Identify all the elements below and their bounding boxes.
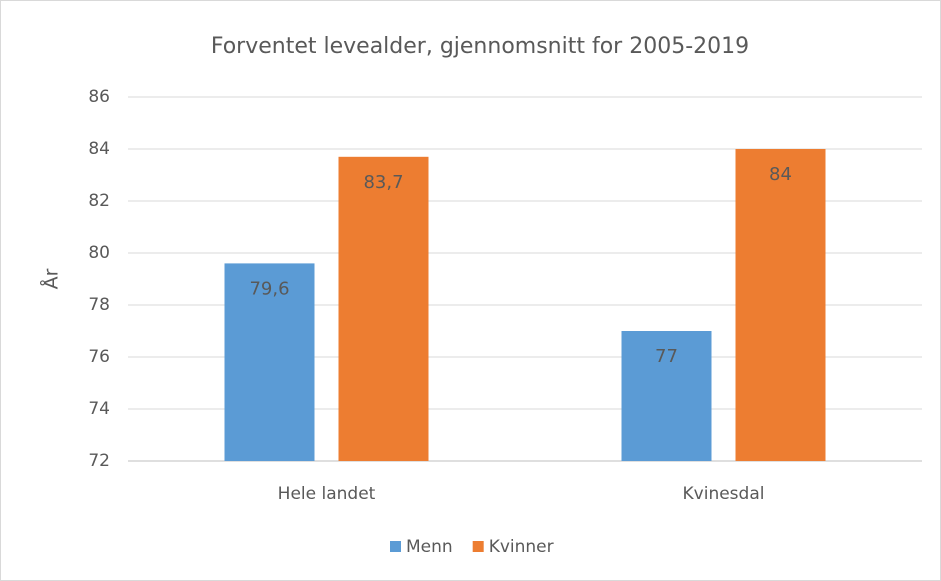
y-tick-label: 82 — [88, 191, 110, 211]
y-tick-label: 76 — [88, 347, 110, 367]
y-axis-label: År — [40, 268, 63, 289]
data-label: 83,7 — [363, 172, 403, 193]
bar — [735, 149, 826, 461]
y-tick-label: 74 — [88, 399, 110, 419]
data-label: 79,6 — [249, 278, 289, 299]
data-label: 77 — [655, 346, 678, 367]
x-tick-label: Hele landet — [278, 484, 376, 504]
bar — [338, 156, 429, 462]
bar — [621, 331, 712, 461]
x-tick-label: Kvinesdal — [683, 484, 765, 504]
y-tick-label: 78 — [88, 295, 110, 315]
y-tick-label: 80 — [88, 243, 110, 263]
bar — [224, 263, 315, 461]
y-tick-label: 72 — [88, 451, 110, 471]
legend-label: Menn — [406, 537, 453, 557]
y-tick-label: 84 — [88, 139, 110, 159]
legend-label: Kvinner — [489, 537, 554, 557]
legend-swatch — [472, 541, 484, 552]
chart-title: Forventet levealder, gjennomsnitt for 20… — [211, 34, 749, 59]
legend-swatch — [390, 541, 401, 552]
y-tick-label: 86 — [88, 87, 110, 107]
data-label: 84 — [769, 164, 792, 185]
